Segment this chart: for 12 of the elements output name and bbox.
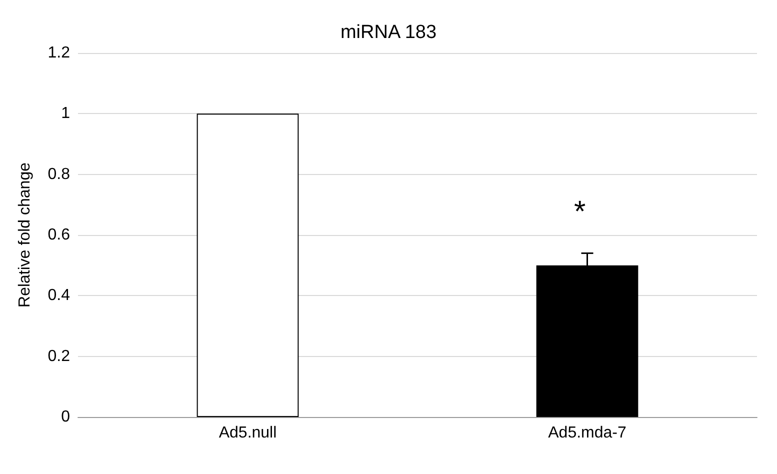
y-tick-label: 0 (61, 408, 70, 426)
y-tick-label: 0.6 (48, 226, 70, 244)
y-tick-label: 1 (61, 105, 70, 122)
annotation: * (574, 196, 586, 228)
chart-title: miRNA 183 (340, 22, 437, 43)
y-tick-label: 0.8 (48, 166, 70, 183)
y-tick-label: 0.2 (48, 348, 70, 365)
x-tick-label: Ad5.mda-7 (548, 424, 626, 442)
y-tick-label: 1.2 (48, 44, 70, 62)
y-axis-title: Relative fold change (16, 162, 34, 308)
y-tick-label: 0.4 (48, 287, 70, 304)
x-tick-label: Ad5.null (218, 424, 277, 442)
